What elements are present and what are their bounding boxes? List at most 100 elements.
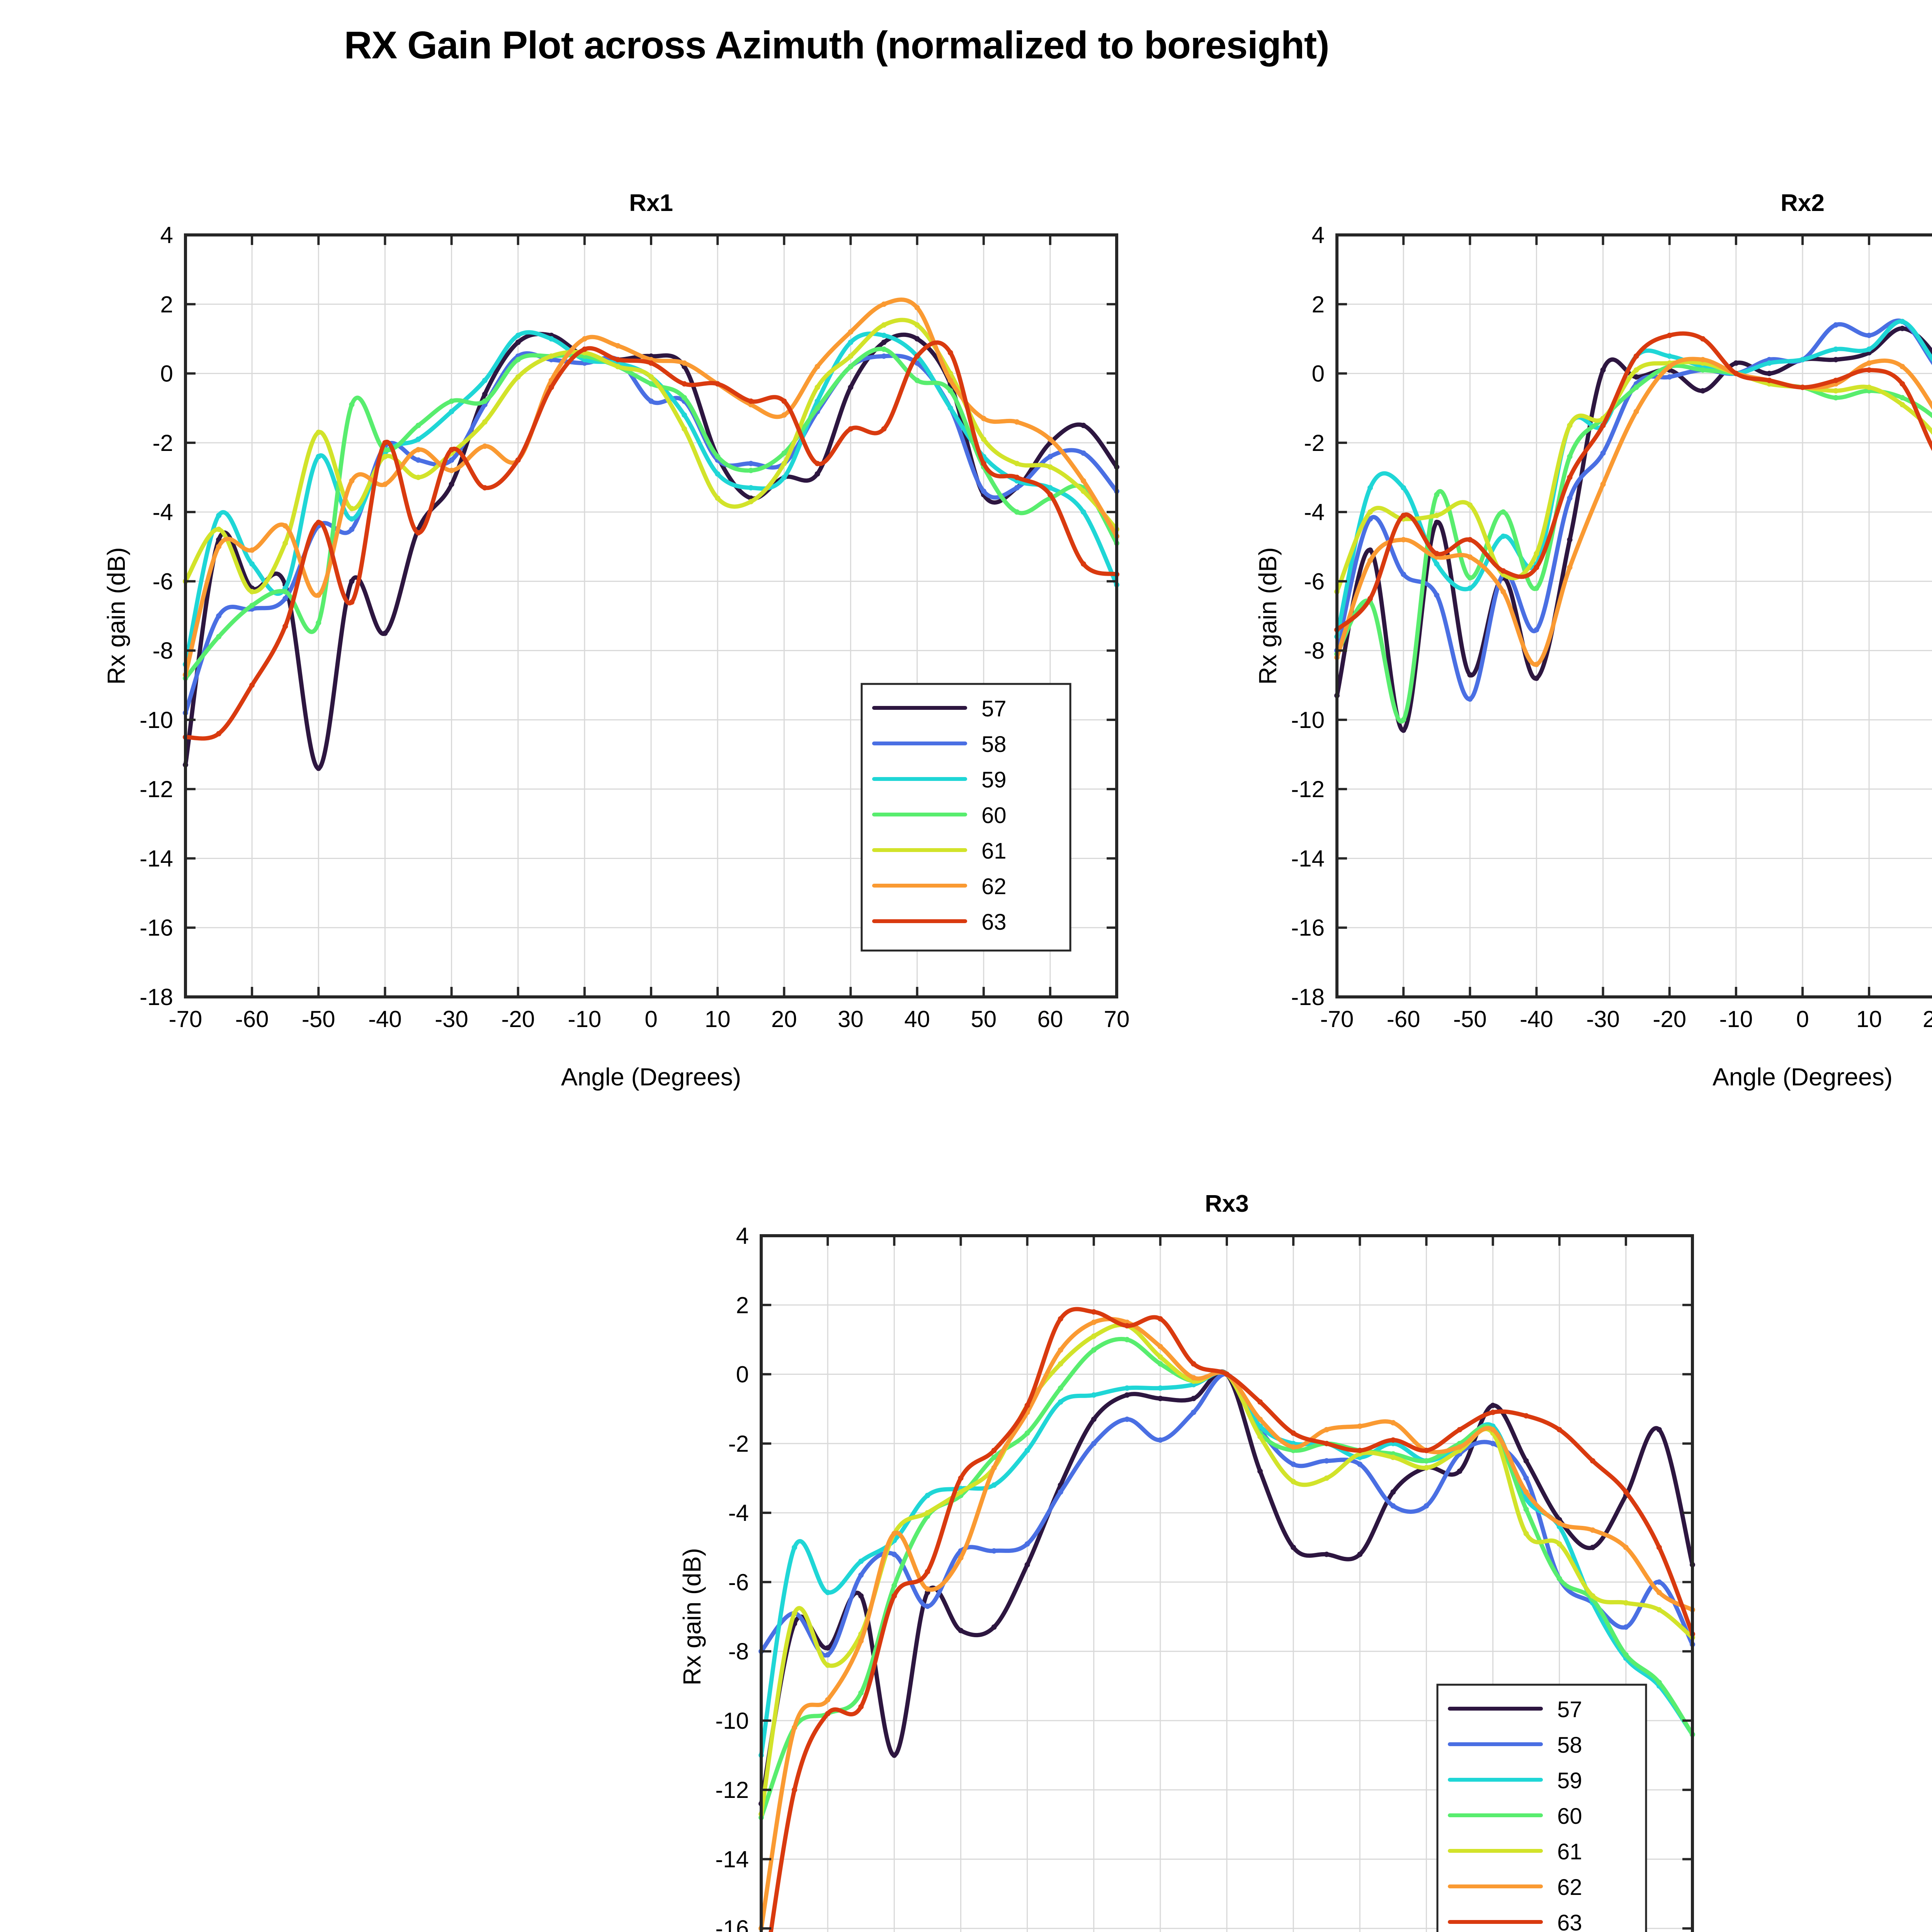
y-tick-label: 0	[736, 1362, 749, 1388]
figure-title: RX Gain Plot across Azimuth (normalized …	[344, 24, 1329, 67]
legend-label-57[interactable]: 57	[1557, 1697, 1582, 1722]
series-line-63	[183, 340, 1119, 741]
series-marker	[1833, 388, 1839, 394]
series-marker	[858, 1593, 864, 1599]
series-marker	[282, 523, 288, 529]
tick-labels: -70-60-50-40-30-20-10010203040506070420-…	[1291, 222, 1932, 1032]
series-marker	[1224, 1371, 1230, 1377]
series-marker	[1367, 485, 1373, 491]
series-marker	[1500, 509, 1506, 515]
series-marker	[925, 1493, 930, 1498]
series-marker	[1324, 1427, 1330, 1432]
series-marker	[947, 378, 953, 383]
series-marker	[615, 364, 621, 369]
series-marker	[449, 447, 454, 452]
x-tick-label: -50	[1453, 1006, 1487, 1032]
series-marker	[1500, 533, 1506, 539]
series-marker	[1091, 1440, 1097, 1446]
legend-label-61[interactable]: 61	[981, 838, 1007, 864]
series-marker	[891, 1583, 897, 1588]
series-marker	[1390, 1420, 1396, 1426]
series-marker	[349, 578, 355, 584]
series-marker	[1467, 554, 1473, 560]
series-marker	[1490, 1427, 1496, 1432]
series-marker	[881, 426, 887, 432]
legend-label-57[interactable]: 57	[981, 696, 1007, 721]
legend-label-58[interactable]: 58	[981, 732, 1007, 757]
series-marker	[1257, 1423, 1263, 1429]
series-marker	[316, 429, 321, 435]
series-marker	[1866, 346, 1872, 352]
series-marker	[1457, 1427, 1463, 1432]
series-marker	[1700, 388, 1706, 394]
series-group	[759, 1307, 1695, 1932]
series-marker	[1667, 374, 1672, 380]
x-tick-label: 10	[705, 1006, 731, 1032]
series-marker	[515, 357, 521, 362]
series-marker	[648, 374, 654, 380]
series-marker	[1367, 509, 1373, 515]
series-marker	[449, 398, 454, 404]
legend-label-58[interactable]: 58	[1557, 1733, 1582, 1758]
series-marker	[1590, 1544, 1595, 1550]
series-marker	[1866, 367, 1872, 373]
series-marker	[848, 426, 854, 432]
series-marker	[914, 305, 920, 311]
legend-label-59[interactable]: 59	[981, 767, 1007, 793]
series-marker	[991, 1482, 997, 1488]
legend-label-63[interactable]: 63	[1557, 1910, 1582, 1932]
legend[interactable]: 57 58 59 60 61 62 63	[861, 683, 1071, 952]
series-marker	[1324, 1458, 1330, 1464]
series-marker	[958, 1555, 964, 1561]
series-marker	[1058, 1361, 1063, 1367]
series-marker	[216, 526, 222, 532]
series-marker	[1257, 1434, 1263, 1439]
series-marker	[858, 1572, 864, 1578]
series-marker	[1367, 547, 1373, 553]
axes-frame	[1335, 233, 1932, 998]
series-marker	[1534, 565, 1539, 570]
legend[interactable]: 57 58 59 60 61 62 63	[1436, 1684, 1647, 1932]
legend-label-62[interactable]: 62	[981, 874, 1007, 899]
legend-label-61[interactable]: 61	[1557, 1839, 1582, 1864]
series-marker	[715, 381, 721, 387]
y-tick-label: 0	[160, 361, 173, 387]
series-marker	[1633, 384, 1639, 390]
series-marker	[1833, 357, 1839, 362]
legend-label-63[interactable]: 63	[981, 910, 1007, 935]
series-marker	[1047, 485, 1053, 491]
legend-label-60[interactable]: 60	[1557, 1804, 1582, 1829]
x-tick-label: -10	[568, 1006, 601, 1032]
legend-label-59[interactable]: 59	[1557, 1768, 1582, 1793]
series-marker	[1800, 357, 1805, 362]
series-marker	[781, 398, 787, 404]
series-marker	[1390, 1454, 1396, 1460]
series-marker	[1024, 1403, 1030, 1408]
series-marker	[1900, 364, 1905, 369]
series-marker	[382, 630, 388, 636]
y-tick-label: -16	[1291, 915, 1325, 941]
series-marker	[1047, 436, 1053, 442]
y-tick-label: 4	[160, 222, 173, 248]
legend-label-60[interactable]: 60	[981, 803, 1007, 828]
series-marker	[1014, 461, 1020, 466]
series-marker	[1024, 1541, 1030, 1547]
x-tick-label: -70	[169, 1006, 202, 1032]
series-marker	[792, 1725, 798, 1730]
series-marker	[1490, 1410, 1496, 1415]
y-tick-label: -2	[1304, 430, 1325, 456]
series-marker	[1500, 589, 1506, 595]
series-marker	[1291, 1479, 1296, 1485]
series-marker	[282, 589, 288, 595]
legend-label-62[interactable]: 62	[1557, 1875, 1582, 1900]
series-marker	[991, 1548, 997, 1554]
series-marker	[1157, 1396, 1163, 1401]
subplot-title: Rx1	[629, 190, 673, 216]
series-marker	[1058, 1316, 1063, 1322]
series-marker	[482, 378, 488, 383]
series-marker	[482, 419, 488, 425]
series-marker	[1457, 1444, 1463, 1450]
series-marker	[1467, 575, 1473, 581]
y-axis-label: Rx gain (dB)	[678, 1548, 706, 1685]
y-tick-label: 0	[1312, 361, 1325, 387]
